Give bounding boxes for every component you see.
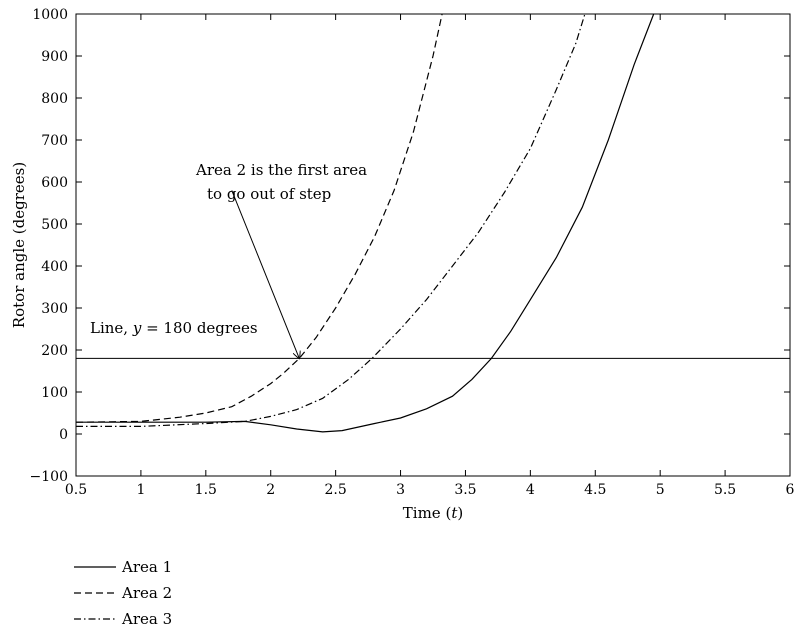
x-tick-label: 5.5 xyxy=(714,482,736,498)
annotation-line-2: to go out of step xyxy=(207,185,331,203)
legend-item-area-1: Area 1 xyxy=(74,558,172,576)
y-tick-label: 500 xyxy=(41,217,68,233)
y-tick-label: 400 xyxy=(41,259,68,275)
x-tick-label: 3.5 xyxy=(454,482,476,498)
y-tick-label: 800 xyxy=(41,91,68,107)
series-line-area-1 xyxy=(76,13,655,433)
annotation-line-1: Area 2 is the first area xyxy=(195,161,367,179)
legend-item-area-3: Area 3 xyxy=(74,610,172,628)
y-tick-label: 100 xyxy=(41,385,68,401)
y-tick-label: 200 xyxy=(41,343,68,359)
legend-label-area-3: Area 3 xyxy=(121,610,172,628)
x-axis-label: Time (t) xyxy=(403,504,463,522)
y-tick-label: −100 xyxy=(30,469,68,485)
y-tick-label: 700 xyxy=(41,133,68,149)
x-tick-label: 2.5 xyxy=(325,482,347,498)
x-tick-label: 0.5 xyxy=(65,482,87,498)
series-lines xyxy=(75,13,655,433)
legend-item-area-2: Area 2 xyxy=(74,584,172,602)
y-axis-ticks: −100 0 100 200 300 400 500 600 700 800 900 1000 xyxy=(30,7,790,485)
x-tick-label: 3 xyxy=(396,482,405,498)
legend-label-area-2: Area 2 xyxy=(121,584,172,602)
y-axis-label: Rotor angle (degrees) xyxy=(10,162,28,328)
x-tick-label: 1 xyxy=(136,482,145,498)
plot-frame xyxy=(75,13,791,477)
x-tick-label: 1.5 xyxy=(195,482,217,498)
annotation-arrow xyxy=(231,190,300,358)
x-tick-label: 6 xyxy=(786,482,795,498)
legend: Area 1 Area 2 Area 3 xyxy=(74,558,172,628)
x-tick-label: 5 xyxy=(656,482,665,498)
x-tick-label: 2 xyxy=(266,482,275,498)
y-tick-label: 1000 xyxy=(32,7,68,23)
y-tick-label: 0 xyxy=(59,427,68,443)
reference-line-label: Line, y = 180 degrees xyxy=(90,319,258,337)
x-tick-label: 4 xyxy=(526,482,535,498)
legend-label-area-1: Area 1 xyxy=(121,558,172,576)
y-tick-label: 600 xyxy=(41,175,68,191)
x-tick-label: 4.5 xyxy=(584,482,606,498)
y-tick-label: 300 xyxy=(41,301,68,317)
series-line-area-2 xyxy=(75,13,443,423)
x-axis-ticks: 0.5 1 1.5 2 2.5 3 3.5 4 4.5 5 5.5 6 xyxy=(65,14,795,498)
series-line-area-3 xyxy=(76,13,586,427)
y-tick-label: 900 xyxy=(41,49,68,65)
